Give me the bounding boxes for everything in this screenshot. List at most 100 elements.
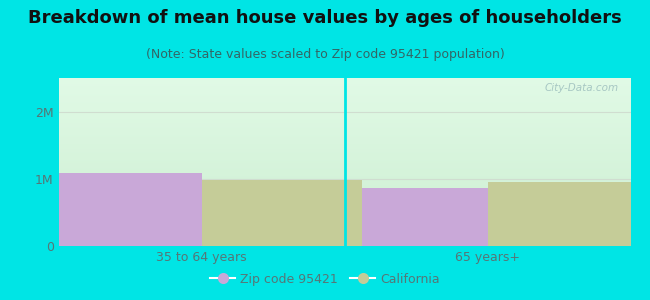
- Bar: [58, 183, 630, 184]
- Bar: [58, 140, 630, 141]
- Bar: [58, 155, 630, 156]
- Bar: [58, 86, 630, 87]
- Bar: [58, 240, 630, 241]
- Bar: [58, 143, 630, 144]
- Bar: [58, 238, 630, 239]
- Bar: [58, 160, 630, 161]
- Bar: [58, 171, 630, 172]
- Bar: [58, 115, 630, 116]
- Bar: [58, 199, 630, 200]
- Bar: [58, 230, 630, 231]
- Bar: [58, 158, 630, 159]
- Bar: [58, 119, 630, 120]
- Bar: [58, 96, 630, 97]
- Bar: [58, 178, 630, 179]
- Bar: [58, 177, 630, 178]
- Bar: [58, 182, 630, 183]
- Bar: [58, 134, 630, 135]
- Bar: [58, 202, 630, 203]
- Bar: [58, 124, 630, 125]
- Bar: [58, 85, 630, 86]
- Bar: [58, 126, 630, 127]
- Bar: [58, 194, 630, 195]
- Bar: [58, 150, 630, 151]
- Bar: [58, 206, 630, 207]
- Bar: [58, 210, 630, 211]
- Bar: [58, 111, 630, 112]
- Bar: [58, 136, 630, 137]
- Bar: [58, 193, 630, 194]
- Bar: [58, 217, 630, 218]
- Bar: [58, 214, 630, 215]
- Bar: [58, 82, 630, 83]
- Bar: [58, 105, 630, 106]
- Legend: Zip code 95421, California: Zip code 95421, California: [205, 268, 445, 291]
- Bar: [58, 203, 630, 204]
- Bar: [42, 173, 202, 246]
- Bar: [58, 235, 630, 236]
- Bar: [58, 159, 630, 160]
- Bar: [58, 84, 630, 85]
- Bar: [58, 87, 630, 88]
- Bar: [58, 139, 630, 140]
- Bar: [58, 223, 630, 224]
- Bar: [58, 100, 630, 101]
- Bar: [58, 98, 630, 99]
- Bar: [58, 211, 630, 212]
- Bar: [58, 231, 630, 232]
- Bar: [58, 225, 630, 226]
- Bar: [58, 89, 630, 90]
- Bar: [58, 145, 630, 146]
- Bar: [58, 165, 630, 166]
- Bar: [202, 180, 361, 246]
- Bar: [58, 101, 630, 102]
- Bar: [58, 80, 630, 81]
- Bar: [58, 106, 630, 107]
- Bar: [58, 129, 630, 130]
- Bar: [58, 234, 630, 235]
- Bar: [58, 142, 630, 143]
- Bar: [58, 192, 630, 193]
- Bar: [58, 185, 630, 186]
- Bar: [58, 78, 630, 79]
- Bar: [58, 189, 630, 190]
- Bar: [58, 135, 630, 136]
- Bar: [58, 195, 630, 196]
- Bar: [58, 174, 630, 175]
- Bar: [58, 81, 630, 82]
- Bar: [58, 216, 630, 217]
- Bar: [58, 190, 630, 191]
- Bar: [58, 237, 630, 238]
- Bar: [58, 121, 630, 122]
- Bar: [58, 172, 630, 173]
- Bar: [58, 125, 630, 126]
- Bar: [58, 236, 630, 237]
- Bar: [58, 233, 630, 234]
- Bar: [58, 110, 630, 111]
- Bar: [58, 169, 630, 170]
- Bar: [58, 244, 630, 245]
- Bar: [58, 220, 630, 221]
- Bar: [58, 173, 630, 174]
- Bar: [58, 154, 630, 155]
- Bar: [58, 151, 630, 152]
- Bar: [58, 137, 630, 138]
- Bar: [58, 108, 630, 109]
- Bar: [58, 204, 630, 205]
- Bar: [58, 128, 630, 129]
- Bar: [58, 219, 630, 220]
- Bar: [58, 176, 630, 177]
- Bar: [58, 169, 630, 170]
- Bar: [58, 152, 630, 153]
- Bar: [58, 222, 630, 223]
- Bar: [58, 99, 630, 100]
- Text: City-Data.com: City-Data.com: [545, 83, 619, 93]
- Bar: [58, 191, 630, 192]
- Bar: [58, 93, 630, 94]
- Bar: [58, 179, 630, 180]
- Bar: [58, 215, 630, 216]
- Bar: [58, 232, 630, 233]
- Bar: [58, 95, 630, 96]
- Bar: [58, 114, 630, 115]
- Bar: [58, 122, 630, 123]
